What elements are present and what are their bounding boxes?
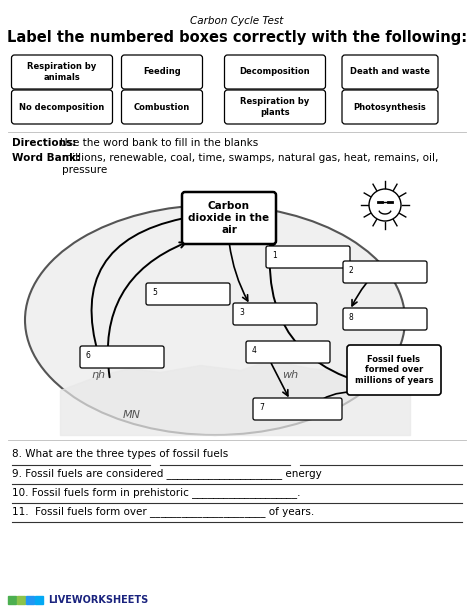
Text: 7: 7 — [259, 403, 264, 412]
Text: 3: 3 — [239, 308, 244, 317]
Text: 6: 6 — [86, 351, 91, 360]
FancyBboxPatch shape — [342, 55, 438, 89]
Text: millions, renewable, coal, time, swamps, natural gas, heat, remains, oil,
pressu: millions, renewable, coal, time, swamps,… — [62, 153, 438, 175]
Text: Photosynthesis: Photosynthesis — [354, 102, 427, 112]
Bar — [26, 596, 34, 604]
Text: 11.  Fossil fuels form over ______________________ of years.: 11. Fossil fuels form over _____________… — [12, 506, 314, 517]
Text: No decomposition: No decomposition — [19, 102, 105, 112]
Text: Death and waste: Death and waste — [350, 67, 430, 77]
FancyBboxPatch shape — [11, 90, 112, 124]
Text: 8. What are the three types of fossil fuels: 8. What are the three types of fossil fu… — [12, 449, 228, 459]
Bar — [35, 596, 43, 604]
FancyBboxPatch shape — [266, 246, 350, 268]
FancyBboxPatch shape — [347, 345, 441, 395]
Text: Respiration by
animals: Respiration by animals — [27, 63, 97, 82]
FancyBboxPatch shape — [11, 55, 112, 89]
Ellipse shape — [25, 205, 405, 435]
FancyBboxPatch shape — [343, 261, 427, 283]
Text: 10. Fossil fuels form in prehistoric ____________________.: 10. Fossil fuels form in prehistoric ___… — [12, 487, 301, 498]
FancyBboxPatch shape — [225, 55, 326, 89]
FancyBboxPatch shape — [80, 346, 164, 368]
Text: 8: 8 — [349, 313, 354, 322]
Text: Directions:: Directions: — [12, 138, 76, 148]
FancyBboxPatch shape — [342, 90, 438, 124]
FancyBboxPatch shape — [182, 192, 276, 244]
Circle shape — [369, 189, 401, 221]
FancyBboxPatch shape — [233, 303, 317, 325]
Text: Use the word bank to fill in the blanks: Use the word bank to fill in the blanks — [60, 138, 258, 148]
Text: 5: 5 — [152, 288, 157, 297]
Text: 9. Fossil fuels are considered ______________________ energy: 9. Fossil fuels are considered _________… — [12, 468, 322, 479]
Text: LIVEWORKSHEETS: LIVEWORKSHEETS — [48, 595, 148, 605]
Text: MN: MN — [123, 410, 141, 420]
Text: 2: 2 — [349, 266, 354, 275]
FancyBboxPatch shape — [121, 55, 202, 89]
Text: 1: 1 — [272, 251, 277, 260]
FancyBboxPatch shape — [253, 398, 342, 420]
Text: Decomposition: Decomposition — [240, 67, 310, 77]
Text: Fossil fuels
formed over
millions of years: Fossil fuels formed over millions of yea… — [355, 355, 433, 385]
Text: ηh: ηh — [91, 370, 105, 380]
FancyBboxPatch shape — [121, 90, 202, 124]
Text: Carbon Cycle Test: Carbon Cycle Test — [191, 16, 283, 26]
FancyBboxPatch shape — [343, 308, 427, 330]
Bar — [8, 596, 16, 604]
Text: 4: 4 — [252, 346, 257, 355]
FancyBboxPatch shape — [225, 90, 326, 124]
Text: Label the numbered boxes correctly with the following:: Label the numbered boxes correctly with … — [7, 30, 467, 45]
FancyBboxPatch shape — [146, 283, 230, 305]
Text: wh: wh — [282, 370, 298, 380]
Text: Combustion: Combustion — [134, 102, 190, 112]
FancyBboxPatch shape — [246, 341, 330, 363]
Bar — [17, 596, 25, 604]
Text: Feeding: Feeding — [143, 67, 181, 77]
Text: Word Bank:: Word Bank: — [12, 153, 80, 163]
Text: Respiration by
plants: Respiration by plants — [240, 97, 310, 116]
Text: Carbon
dioxide in the
air: Carbon dioxide in the air — [189, 202, 270, 235]
